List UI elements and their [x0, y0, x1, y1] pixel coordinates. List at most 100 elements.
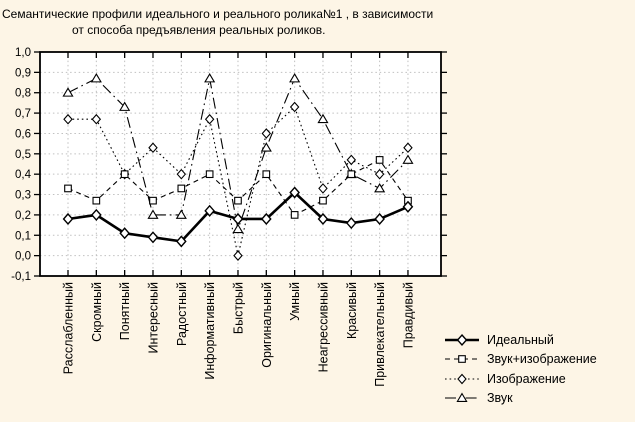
x-axis-labels: Расслабленный Скромный Понятный Интересный Р… [62, 282, 416, 387]
square-marker [262, 170, 271, 179]
x-axis-label: Радостный [175, 282, 189, 346]
legend-sample-diamond [445, 373, 479, 385]
diamond-marker [261, 128, 272, 139]
x-axis-label: Расслабленный [62, 282, 76, 374]
tick-marks [34, 51, 447, 277]
series-Идеальный [62, 186, 414, 248]
diamond-marker [318, 183, 328, 194]
legend-item-4: Звук [444, 389, 597, 409]
diamond-marker [176, 168, 187, 180]
diamond-marker [317, 212, 329, 226]
square-marker [375, 156, 384, 164]
diamond-marker [232, 212, 244, 226]
diamond-marker [204, 204, 215, 217]
square-marker [319, 196, 327, 205]
x-axis-label: Умный [288, 282, 302, 321]
x-axis-label: Информативный [203, 282, 217, 380]
series-Звук+изображение [64, 156, 412, 219]
diamond-marker [204, 113, 215, 125]
x-axis-label: Неагрессивный [316, 282, 330, 372]
legend-item-2: Звук+изображение [444, 350, 597, 370]
x-axis-label: Правдивый [401, 282, 415, 348]
square-marker [234, 196, 242, 205]
triangle-marker [90, 72, 102, 83]
diamond-marker [91, 113, 102, 125]
diamond-marker [402, 200, 414, 213]
y-axis-label: -0,1 [11, 271, 31, 283]
y-axis-labels: 1,0 0,9 0,8 0,7 0,6 0,5 0,4 0,3 0,2 0,1 0,0 -0,1 [11, 47, 31, 283]
x-axis-label: Интересный [146, 282, 160, 353]
triangle-marker [232, 223, 244, 234]
legend-label: Звук [487, 391, 513, 406]
diamond-marker [289, 186, 300, 199]
diamond-marker [62, 212, 74, 226]
triangle-marker [402, 154, 414, 164]
triangle-marker [119, 101, 131, 111]
y-axis-label: 0,9 [15, 67, 31, 79]
diamond-marker [457, 373, 467, 385]
legend-item-1: Идеальный [444, 330, 597, 350]
square-marker [92, 196, 101, 205]
chart-title-line-2: от способа предъявления реальных роликов… [72, 23, 326, 37]
diamond-marker [260, 212, 272, 226]
diamond-marker [90, 208, 102, 221]
diamond-marker [233, 250, 243, 261]
y-axis-label: 0,6 [15, 128, 31, 140]
square-marker [458, 355, 466, 364]
y-axis-label: 0,8 [15, 88, 31, 100]
diamond-marker [346, 154, 357, 166]
triangle-marker [289, 72, 301, 83]
x-axis-label: Оригинальный [260, 282, 274, 368]
square-marker [205, 170, 214, 179]
square-marker [120, 170, 129, 179]
diamond-marker [289, 101, 300, 113]
legend-sample-triangle [445, 392, 479, 403]
y-axis-label: 0,0 [15, 251, 31, 263]
x-axis-label: Привлекательный [373, 282, 387, 387]
square-marker [177, 184, 186, 193]
diamond-marker [374, 212, 385, 226]
legend-label: Изображение [487, 371, 566, 386]
chart-title-line-1: Семантические профили идеального и реаль… [2, 7, 434, 21]
triangle-marker [317, 113, 329, 124]
legend-item-3: Изображение [444, 369, 597, 389]
diamond-marker [63, 113, 73, 125]
square-marker [347, 170, 356, 179]
triangle-marker [147, 209, 159, 219]
triangle-marker [175, 209, 187, 219]
triangle-marker [204, 72, 216, 83]
legend-label: Звук+изображение [487, 352, 597, 367]
square-marker [64, 184, 72, 193]
x-axis-label: Быстрый [231, 282, 245, 334]
diamond-marker [119, 227, 130, 240]
triangle-marker [260, 142, 272, 152]
triangle-marker [456, 392, 468, 403]
diamond-marker [345, 216, 357, 230]
x-axis-label: Скромный [90, 282, 104, 342]
y-axis-label: 0,2 [15, 210, 31, 222]
square-marker [290, 211, 299, 219]
square-marker [149, 196, 157, 205]
x-axis-label: Понятный [118, 282, 132, 340]
diamond-marker [374, 168, 385, 180]
y-axis-label: 0,4 [15, 169, 32, 181]
triangle-marker [374, 182, 386, 193]
legend: Идеальный Звук+изображение Изображение Звук [444, 330, 597, 408]
diamond-marker [148, 142, 158, 154]
series-Звук [62, 72, 414, 234]
legend-sample-square [445, 355, 479, 364]
axis-box [39, 51, 442, 277]
legend-label: Идеальный [487, 332, 554, 347]
y-axis-label: 0,7 [15, 108, 31, 120]
diamond-marker [147, 231, 159, 244]
y-axis-label: 1,0 [15, 47, 31, 59]
x-axis-label: Красивый [345, 282, 359, 339]
diamond-marker [175, 235, 187, 248]
triangle-marker [62, 87, 74, 97]
y-axis-label: 0,5 [15, 149, 31, 161]
y-axis-label: 0,1 [15, 230, 31, 242]
diamond-marker [456, 333, 468, 346]
diamond-marker [403, 142, 413, 154]
